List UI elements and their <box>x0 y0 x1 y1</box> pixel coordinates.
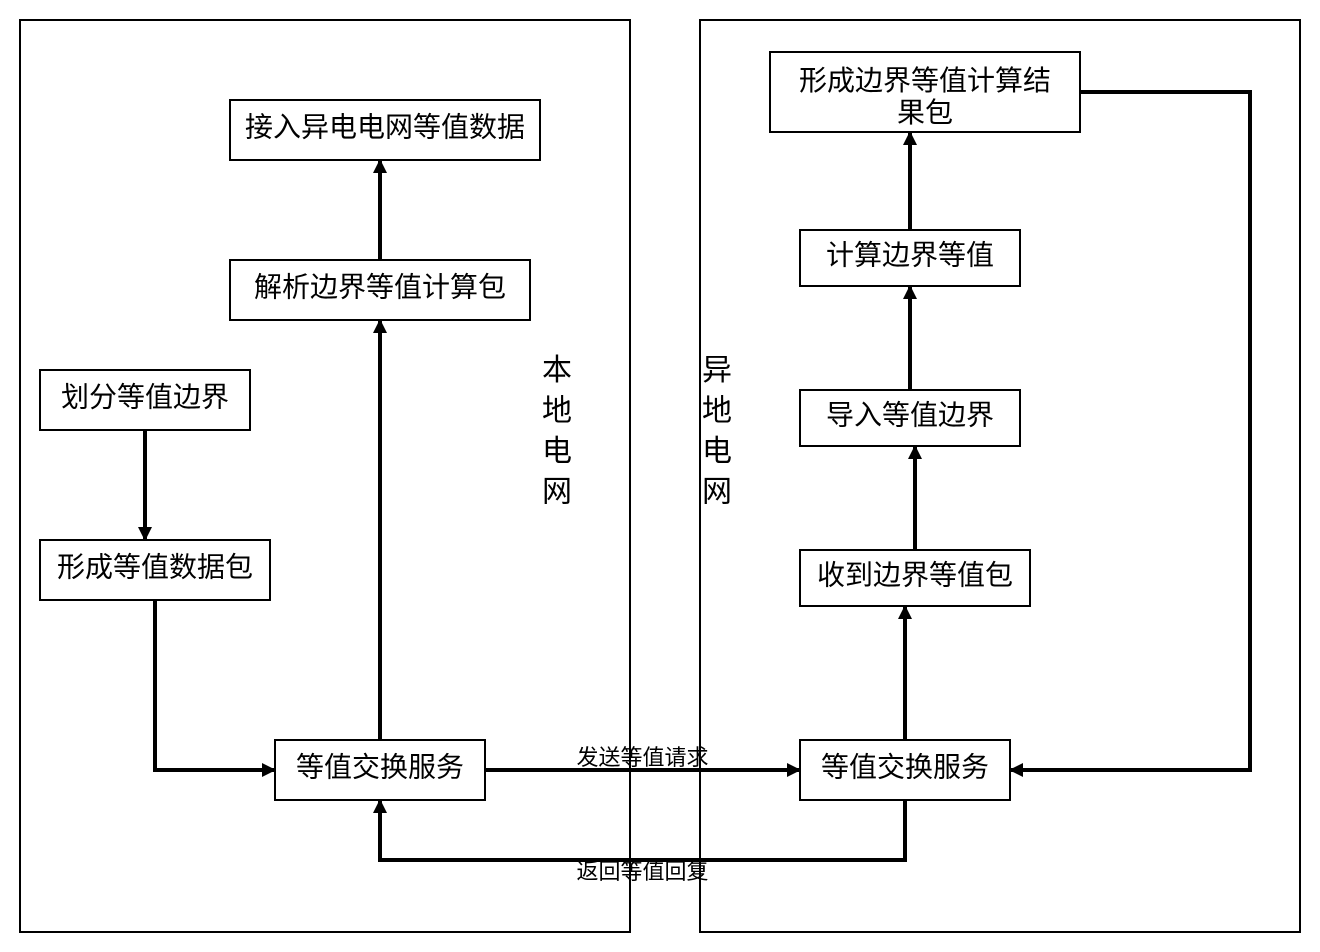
edge-label-4: 发送等值请求 <box>576 745 708 770</box>
edge-l_form-l_svc <box>155 600 275 770</box>
node-text-r_svc: 等值交换服务 <box>821 751 989 783</box>
panel-label-right: 异地电网 <box>702 354 738 509</box>
node-text-l_parse: 解析边界等值计算包 <box>254 271 506 303</box>
flowchart-diagram: 接入异电电网等值数据解析边界等值计算包划分等值边界形成等值数据包等值交换服务形成… <box>0 0 1320 952</box>
node-text-l_svc: 等值交换服务 <box>296 751 464 783</box>
node-text-r_calc: 计算边界等值 <box>826 239 994 271</box>
edge-r_result-r_svc <box>1010 92 1250 770</box>
node-text-l_top: 接入异电电网等值数据 <box>245 111 525 143</box>
node-text-l_divide: 划分等值边界 <box>61 381 229 413</box>
edge-r_svc-l_svc <box>380 800 905 860</box>
node-text-r_import: 导入等值边界 <box>826 399 994 431</box>
panel-label-left: 本地电网 <box>542 354 578 509</box>
node-text-r_recv: 收到边界等值包 <box>817 559 1013 591</box>
edge-label-5: 返回等值回复 <box>576 859 708 884</box>
node-text-l_form: 形成等值数据包 <box>57 551 253 583</box>
